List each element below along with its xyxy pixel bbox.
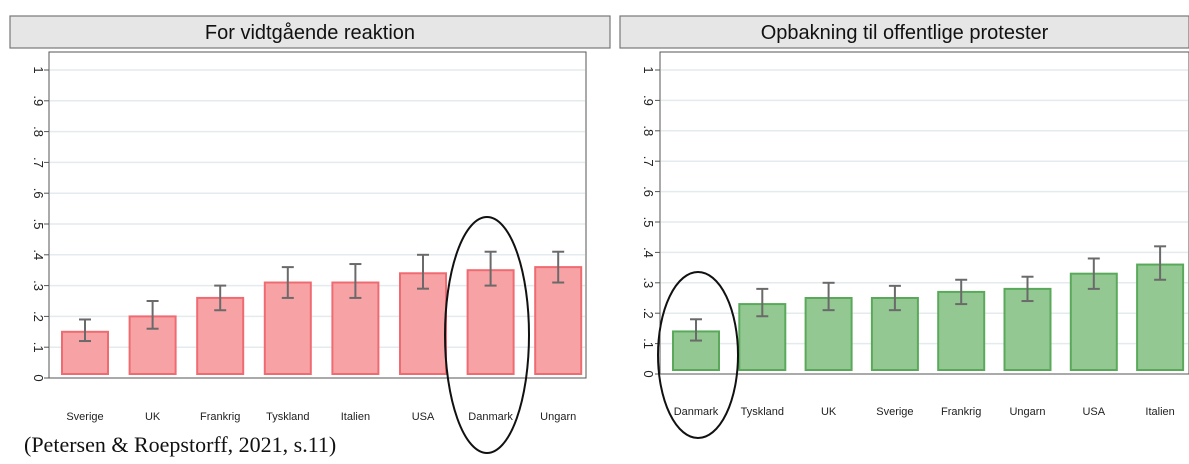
- highlight-ellipse: [657, 271, 739, 439]
- y-tick-label: .7: [31, 157, 46, 168]
- chart-title: For vidtgående reaktion: [205, 22, 415, 44]
- bar: [466, 269, 515, 376]
- x-tick-label: Italien: [341, 411, 370, 423]
- y-tick-label: .9: [641, 95, 656, 106]
- y-tick-label: .1: [31, 342, 46, 353]
- y-tick-label: .6: [641, 186, 656, 197]
- y-tick-label: .4: [31, 249, 46, 260]
- x-tick-label: Frankrig: [200, 411, 240, 423]
- y-tick-label: .2: [641, 308, 656, 319]
- right-chart-panel: Opbakning til offentlige protester 0 .1 .2.…: [619, 15, 1189, 439]
- y-tick-label: .5: [641, 217, 656, 228]
- bar: [534, 266, 583, 375]
- x-tick-label: USA: [1082, 406, 1105, 418]
- y-tick-label: .3: [31, 280, 46, 291]
- y-tick-label: 0: [31, 374, 46, 381]
- x-tick-label: Tyskland: [266, 411, 309, 423]
- x-tick-label: Ungarn: [1009, 406, 1045, 418]
- bar: [1003, 287, 1052, 372]
- y-tick-label: .1: [641, 338, 656, 349]
- x-tick-label: USA: [412, 411, 435, 423]
- y-tick-label: .6: [31, 188, 46, 199]
- y-tick-label: .9: [31, 95, 46, 106]
- highlight-ellipse: [444, 216, 530, 454]
- y-tick-label: .8: [641, 125, 656, 136]
- y-tick-label: .4: [641, 247, 656, 258]
- x-tick-label: Frankrig: [941, 406, 981, 418]
- x-tick-label: Sverige: [66, 411, 103, 423]
- chart-title: Opbakning til offentlige protester: [761, 22, 1049, 44]
- y-tick-label: 1: [31, 66, 46, 73]
- x-tick-label: Tyskland: [741, 406, 784, 418]
- y-tick-label: 0: [641, 370, 656, 377]
- x-tick-label: Ungarn: [540, 411, 576, 423]
- y-tick-label: .5: [31, 219, 46, 230]
- x-tick-label: UK: [821, 406, 837, 418]
- citation-caption: (Petersen & Roepstorff, 2021, s.11): [24, 432, 337, 457]
- x-tick-label: Italien: [1145, 406, 1174, 418]
- bar: [738, 303, 787, 371]
- x-tick-label: Danmark: [674, 406, 719, 418]
- y-tick-label: .8: [31, 126, 46, 137]
- panel-header: [9, 15, 611, 49]
- x-tick-label: UK: [145, 411, 161, 423]
- y-tick-label: 1: [641, 66, 656, 73]
- y-tick-label: .3: [641, 277, 656, 288]
- y-tick-label: .7: [641, 156, 656, 167]
- x-tick-label: Sverige: [876, 406, 913, 418]
- bar: [1136, 263, 1185, 371]
- x-tick-label: Danmark: [468, 411, 513, 423]
- left-chart-panel: For vidtgående reaktion 0 .1 .2 .3 .4 .5 .6 .7 .8…: [9, 15, 611, 454]
- panel-header: [619, 15, 1189, 49]
- y-tick-label: .2: [31, 311, 46, 322]
